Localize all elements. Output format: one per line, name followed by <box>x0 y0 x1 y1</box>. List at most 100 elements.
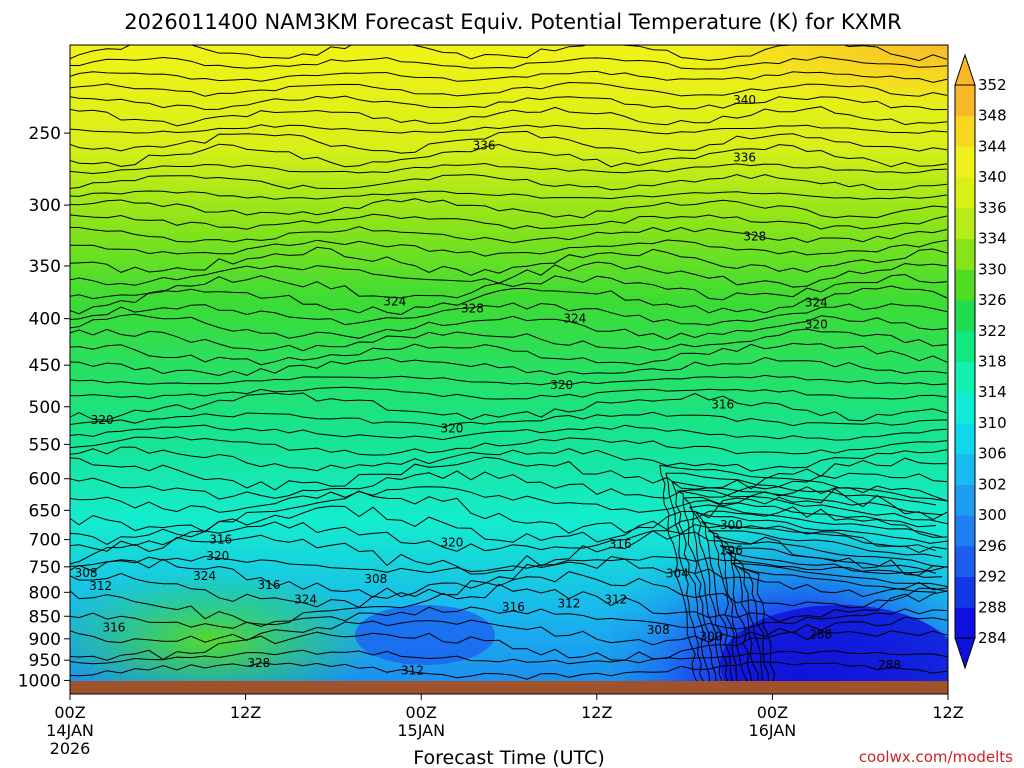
colorbar-swatch <box>955 607 975 639</box>
upper-warm-region <box>650 45 948 115</box>
contour-line <box>70 239 948 257</box>
colorbar-label: 288 <box>978 598 1007 616</box>
colorbar-label: 296 <box>978 537 1007 555</box>
x-tick-label: 12Z <box>230 703 261 722</box>
contour-label: 324 <box>294 593 317 607</box>
colorbar-label: 302 <box>978 475 1007 493</box>
y-tick-label: 400 <box>29 310 61 330</box>
contour-line <box>700 521 937 681</box>
contour-label: 320 <box>550 378 573 392</box>
contour-line <box>70 505 948 545</box>
contour-line <box>70 173 948 191</box>
colorbar-swatch <box>955 576 975 608</box>
y-tick-label: 250 <box>29 124 61 144</box>
plot-area <box>70 45 948 681</box>
x-tick-label: 12Z <box>932 703 963 722</box>
colorbar-label: 348 <box>978 107 1007 125</box>
colorbar-swatch <box>955 453 975 485</box>
contour-line <box>70 436 948 456</box>
contour-line <box>70 374 948 386</box>
colorbar-swatch <box>955 85 975 117</box>
colorbar-swatch <box>955 177 975 209</box>
contour-line <box>730 562 948 681</box>
contour-line <box>70 521 948 554</box>
contour-label: 324 <box>193 569 216 583</box>
colorbar: 284 288 292 296 300 302 306 310 314 318 322 326 330 3… <box>954 53 1007 670</box>
contour-line <box>689 504 943 681</box>
y-tick-label: 650 <box>29 501 61 521</box>
colorbar-swatch <box>955 207 975 240</box>
contour-label: 324 <box>563 312 586 326</box>
contour-label: 320 <box>805 318 828 332</box>
colorbar-swatch <box>955 146 975 178</box>
y-tick-label: 500 <box>29 398 61 418</box>
y-tick-label: 350 <box>29 257 61 277</box>
contour-line <box>70 81 948 97</box>
colorbar-label: 330 <box>978 260 1007 278</box>
colorbar-frame <box>954 84 976 639</box>
x-axis-label: Forecast Time (UTC) <box>413 747 604 768</box>
y-tick-label: 700 <box>29 531 61 551</box>
contour-line <box>659 464 948 681</box>
contour-line <box>70 356 948 377</box>
contour-line <box>70 411 948 428</box>
x-tick-label: 00Z <box>757 703 788 722</box>
contour-line <box>70 213 948 230</box>
contour-label: 288 <box>809 627 832 641</box>
y-tick-label: 300 <box>29 196 61 216</box>
contour-line <box>70 555 948 598</box>
contour-label: 316 <box>102 621 125 635</box>
contour-label: 316 <box>209 533 232 547</box>
contour-label: 340 <box>733 93 756 107</box>
colorbar-swatch <box>955 392 975 424</box>
contour-line <box>70 261 948 288</box>
colorbar-label: 314 <box>978 383 1007 401</box>
contour-label: 288 <box>878 658 901 672</box>
colorbar-label: 310 <box>978 414 1007 432</box>
contour-line <box>70 446 948 472</box>
contour-line <box>70 606 948 630</box>
colorbar-swatch <box>955 361 975 393</box>
contour-line <box>70 124 948 135</box>
contour-line <box>671 480 943 681</box>
chart-title: 2026011400 NAM3KM Forecast Equiv. Potent… <box>124 10 901 34</box>
contour-line <box>70 130 948 154</box>
credit-text: coolwx.com/modelts <box>859 748 1013 766</box>
x-tick-label: 00Z <box>406 703 437 722</box>
contour-label: 304 <box>666 567 689 581</box>
plot-frame <box>69 44 949 695</box>
colorbar-label: 300 <box>978 506 1007 524</box>
contour-label: 328 <box>743 230 766 244</box>
colorbar-swatch <box>955 115 975 147</box>
contour-line <box>70 246 948 276</box>
contour-lines <box>70 45 948 681</box>
contour-line <box>70 162 948 175</box>
x-tick-year: 2026 <box>50 739 91 758</box>
contour-line <box>70 616 948 646</box>
x-tick-date: 15JAN <box>397 721 445 740</box>
y-tick-label: 1000 <box>18 671 61 691</box>
contour-label: 308 <box>75 566 98 580</box>
contour-line <box>707 530 943 681</box>
colorbar-label: 344 <box>978 137 1007 155</box>
contour-line <box>70 470 948 500</box>
colorbar-swatch <box>955 515 975 547</box>
contour-line <box>70 583 948 626</box>
contour-line <box>70 424 948 441</box>
contour-label: 312 <box>558 597 581 611</box>
contour-label: 320 <box>440 535 463 549</box>
contour-label: 320 <box>440 421 463 435</box>
y-tick-label: 600 <box>29 470 61 490</box>
colorbar-swatch <box>955 300 975 332</box>
contour-line <box>70 630 948 661</box>
contour-line <box>70 106 948 127</box>
contour-line <box>70 661 948 680</box>
colorbar-label: 340 <box>978 168 1007 186</box>
colorbar-label: 326 <box>978 291 1007 309</box>
colorbar-swatch <box>955 484 975 516</box>
contour-line <box>70 45 948 62</box>
contour-label: 312 <box>401 663 424 677</box>
contour-label: 324 <box>383 295 406 309</box>
x-tick-label: 00Z <box>54 703 85 722</box>
